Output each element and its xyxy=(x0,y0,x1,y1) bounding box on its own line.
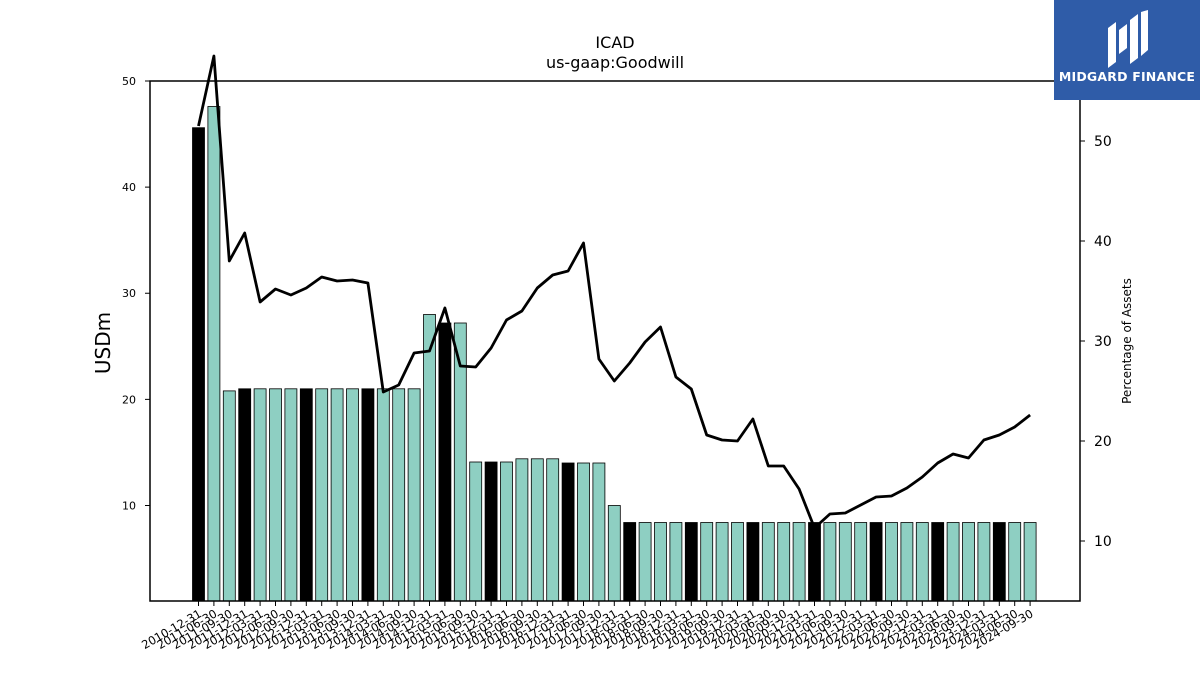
bar-2013-03-31 xyxy=(315,388,329,602)
bar-2020-06-30 xyxy=(761,522,775,602)
bar-2012-12-31 xyxy=(299,388,313,602)
y2-tick-label: 10 xyxy=(1094,534,1112,550)
bar-2012-03-31 xyxy=(253,388,267,602)
bar-2017-12-31 xyxy=(607,505,621,602)
y2-tick-label: 30 xyxy=(1094,334,1112,350)
bar-2019-06-30 xyxy=(700,522,714,602)
y2-tick-label: 20 xyxy=(1094,434,1112,450)
midgard-logo-icon xyxy=(1108,10,1148,68)
bar-2022-12-31 xyxy=(915,522,929,602)
bar-2021-06-30 xyxy=(823,522,837,602)
bar-2015-12-31 xyxy=(484,461,498,602)
bar-2019-03-31 xyxy=(684,522,698,602)
bar-2024-06-30 xyxy=(1008,522,1022,602)
y-tick-label: 20 xyxy=(122,393,136,406)
y-tick-label: 40 xyxy=(122,181,136,194)
bar-2017-09-30 xyxy=(592,462,606,602)
bar-2012-09-30 xyxy=(284,388,298,602)
bar-2016-06-30 xyxy=(515,458,529,602)
bar-2012-06-30 xyxy=(269,388,282,602)
bar-2014-03-31 xyxy=(376,388,390,602)
brand-logo: MIDGARD FINANCE xyxy=(1054,0,1200,100)
bar-2023-03-31 xyxy=(931,522,945,602)
bar-2016-03-31 xyxy=(500,461,513,602)
bar-2013-06-30 xyxy=(330,388,344,602)
bar-2013-09-30 xyxy=(346,388,359,602)
bar-2018-12-31 xyxy=(669,522,683,602)
bar-2021-03-31 xyxy=(808,522,821,602)
bar-2023-12-31 xyxy=(977,522,991,602)
y-tick-label: 50 xyxy=(122,75,136,88)
bar-2021-12-31 xyxy=(854,522,868,602)
bar-2018-03-31 xyxy=(623,522,637,602)
y-tick-label: 30 xyxy=(122,287,136,300)
bar-2024-09-30 xyxy=(1023,522,1037,602)
bar-2013-12-31 xyxy=(361,388,375,602)
bar-2021-09-30 xyxy=(838,522,852,602)
bar-2014-12-31 xyxy=(423,314,436,602)
y-tick-label: 10 xyxy=(122,499,136,512)
y2-tick-label: 40 xyxy=(1094,234,1112,250)
y2-tick-label: 50 xyxy=(1094,134,1112,150)
bar-2016-12-31 xyxy=(546,458,560,602)
bar-2014-06-30 xyxy=(392,388,406,602)
bar-2020-12-31 xyxy=(792,522,806,602)
bar-2017-06-30 xyxy=(577,462,590,602)
bar-2023-09-30 xyxy=(962,522,975,602)
bar-2020-03-31 xyxy=(746,522,760,602)
bar-2024-03-31 xyxy=(992,522,1006,602)
percentage-line xyxy=(197,54,1031,530)
bar-2019-09-30 xyxy=(715,522,729,602)
bar-2023-06-30 xyxy=(946,522,960,602)
chart-title: ICAD xyxy=(595,33,634,52)
bar-2011-06-30 xyxy=(207,106,221,602)
chart-subtitle: us-gaap:Goodwill xyxy=(546,53,684,72)
bar-2014-09-30 xyxy=(407,388,421,602)
bar-2011-12-31 xyxy=(238,388,252,602)
bar-2022-09-30 xyxy=(900,522,914,602)
y2-axis-label: Percentage of Assets xyxy=(1120,278,1134,404)
brand-name: MIDGARD FINANCE xyxy=(1058,69,1196,84)
bar-2019-12-31 xyxy=(731,522,744,602)
bar-2022-03-31 xyxy=(869,522,883,602)
bar-2015-03-31 xyxy=(438,322,452,602)
y-axis-label: USDm xyxy=(91,312,115,374)
bar-2010-12-31 xyxy=(192,127,205,602)
bar-2017-03-31 xyxy=(561,462,575,602)
bar-2016-09-30 xyxy=(530,458,544,602)
bar-2022-06-30 xyxy=(885,522,898,602)
bar-2015-09-30 xyxy=(469,461,483,602)
bar-2018-09-30 xyxy=(654,522,667,602)
bar-2011-09-30 xyxy=(222,390,236,602)
bar-2020-09-30 xyxy=(777,522,791,602)
bar-2018-06-30 xyxy=(638,522,652,602)
